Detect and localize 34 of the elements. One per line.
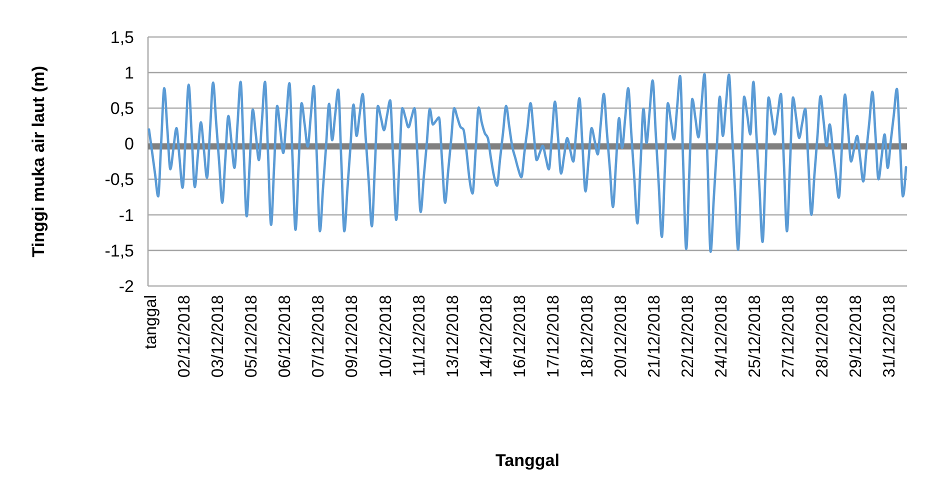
x-tick-label: 21/12/2018 [645, 295, 664, 378]
y-tick-label: -1 [118, 206, 134, 225]
x-tick-label: 31/12/2018 [880, 295, 898, 378]
x-tick-label: 09/12/2018 [343, 295, 362, 378]
x-tick-label: 16/12/2018 [511, 295, 530, 378]
x-tick-label: 10/12/2018 [376, 295, 395, 378]
y-tick-label: 0,5 [110, 99, 134, 118]
y-tick-label: -1,5 [104, 241, 134, 260]
y-tick-label: -0,5 [104, 170, 134, 190]
x-tick-label: 06/12/2018 [276, 295, 294, 378]
x-tick-label: 27/12/2018 [780, 295, 798, 378]
x-tick-label: 22/12/2018 [679, 295, 697, 378]
x-tick-label: 03/12/2018 [208, 295, 227, 378]
x-tick-label: 13/12/2018 [444, 295, 462, 378]
x-tick-label: 18/12/2018 [578, 295, 596, 378]
y-tick-label: -2 [118, 276, 134, 296]
line-series [148, 72, 908, 254]
x-tick-label: 28/12/2018 [813, 295, 832, 378]
y-tick-label: 1 [124, 64, 134, 83]
x-tick-label: 02/12/2018 [175, 295, 194, 378]
x-tick-label: 14/12/2018 [478, 295, 496, 378]
y-axis-title: Tinggi muka air laut (m) [29, 66, 48, 258]
x-tick-label: 11/12/2018 [410, 295, 428, 376]
y-tick-label: 1,5 [110, 28, 134, 47]
x-tick-label: 25/12/2018 [746, 295, 764, 378]
x-tick-label: tanggal [142, 295, 160, 350]
x-tick-label: 05/12/2018 [242, 295, 261, 378]
x-tick-label: 29/12/2018 [846, 295, 865, 378]
x-tick-label: 24/12/2018 [712, 295, 731, 378]
x-tick-label: 17/12/2018 [544, 295, 563, 378]
x-tick-label: 20/12/2018 [612, 295, 630, 378]
x-axis-title: Tanggal [496, 451, 560, 470]
x-tick-label: 07/12/2018 [310, 295, 328, 378]
y-tick-label: 0 [124, 134, 134, 154]
